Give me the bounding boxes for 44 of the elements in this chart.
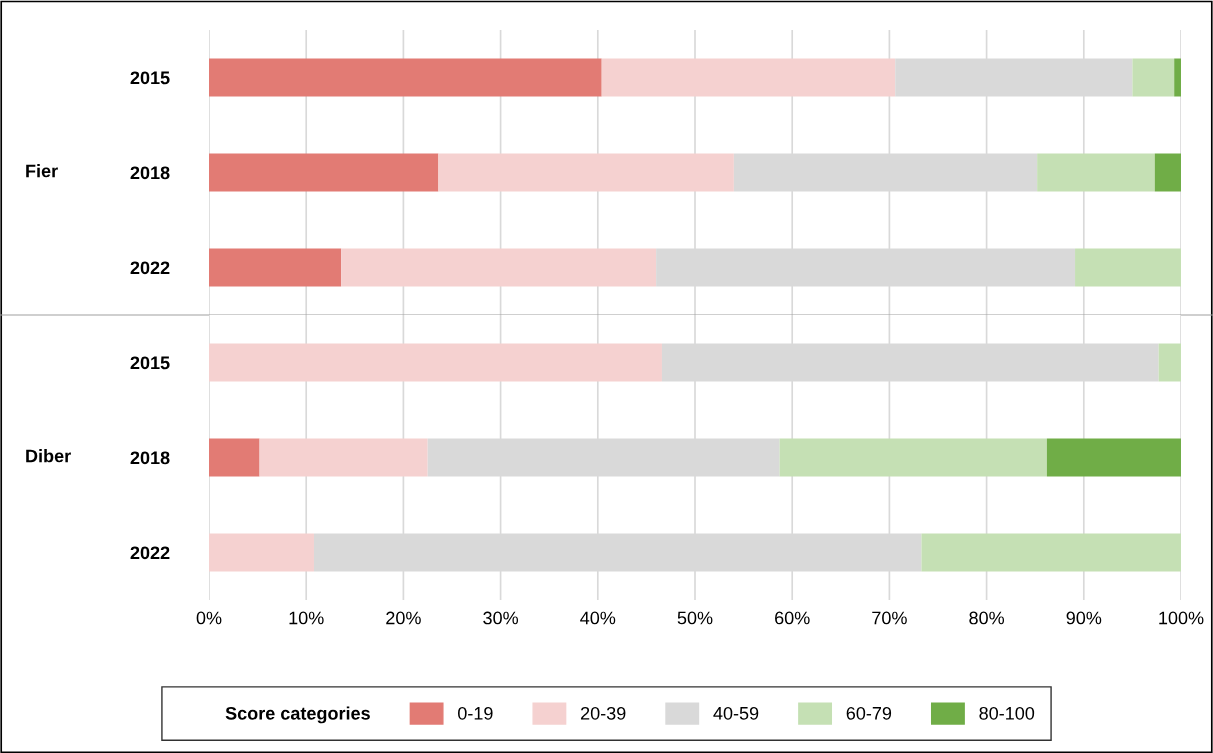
bar (1075, 248, 1181, 287)
bar (1132, 58, 1175, 97)
x-tick-label: 70% (872, 611, 907, 625)
bar (1046, 438, 1181, 477)
y-tick-label: 2022 (130, 546, 170, 560)
bar (1154, 153, 1181, 192)
x-tick-label: 20% (386, 611, 421, 625)
bar (438, 153, 734, 192)
bar (209, 153, 439, 192)
x-tick-label: 60% (775, 611, 810, 625)
text: Fier (26, 164, 58, 178)
bar (209, 343, 662, 382)
x-tick-label: 10% (289, 611, 324, 625)
y-tick-label: 2022 (130, 261, 170, 275)
bar (921, 533, 1181, 572)
legend-label: 60-79 (846, 706, 892, 720)
legend-label: 40-59 (713, 706, 759, 720)
x-tick-label: 50% (677, 611, 713, 625)
legend-label: 20-39 (581, 706, 626, 720)
legend-label: 0-19 (458, 706, 493, 720)
text: Diber (26, 449, 71, 463)
legend-title: Score categories (225, 706, 370, 724)
y-tick-label: 2018 (130, 166, 170, 180)
bar (259, 438, 428, 477)
bar (1174, 58, 1181, 97)
bar (209, 438, 260, 477)
x-tick-label: 100% (1159, 611, 1204, 625)
x-tick-label: 30% (483, 611, 519, 625)
y-tick-label: 2015 (130, 71, 170, 85)
bar (601, 58, 896, 97)
x-tick-label: 80% (969, 611, 1005, 625)
bar (1158, 343, 1181, 382)
bar (1037, 153, 1155, 192)
x-tick-label: 0% (196, 611, 222, 625)
x-tick-label: 40% (580, 611, 616, 625)
bar (779, 438, 1047, 477)
bar (209, 58, 602, 97)
bar (209, 533, 314, 572)
bar (209, 248, 342, 287)
y-tick-label: 2015 (130, 356, 170, 370)
bar (341, 248, 657, 287)
y-tick-label: 2018 (130, 451, 170, 465)
legend-label: 80-100 (979, 706, 1035, 720)
x-tick-label: 90% (1066, 611, 1102, 625)
